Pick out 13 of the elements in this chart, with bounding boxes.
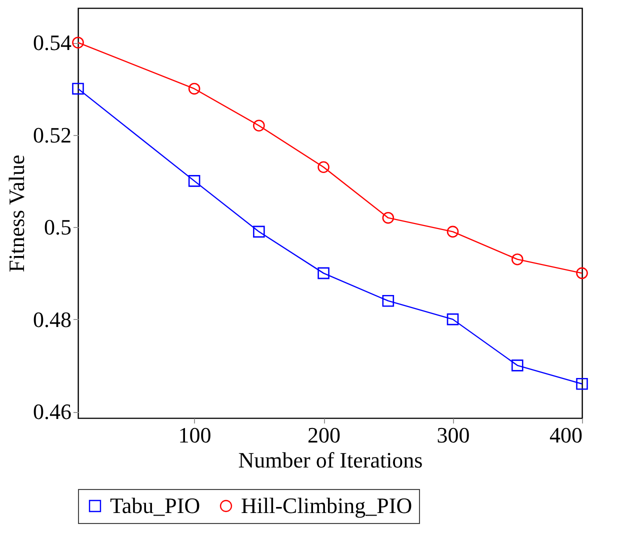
x-axis-title: Number of Iterations: [238, 448, 423, 472]
x-tick-label: 200: [308, 422, 341, 448]
legend-label: Hill-Climbing_PIO: [241, 493, 412, 518]
y-tick-label: 0.46: [33, 399, 72, 424]
x-tick-label: 300: [436, 422, 470, 448]
x-tick-label: 100: [178, 422, 212, 448]
x-tick-label: 400: [550, 422, 582, 448]
y-tick-label: 0.5: [44, 214, 72, 240]
y-tick-label: 0.48: [33, 306, 72, 332]
y-tick-label: 0.52: [33, 122, 72, 148]
y-axis-title: Fitness Value: [4, 154, 29, 272]
y-tick-label: 0.54: [33, 30, 72, 56]
legend-label: Tabu_PIO: [110, 493, 200, 518]
